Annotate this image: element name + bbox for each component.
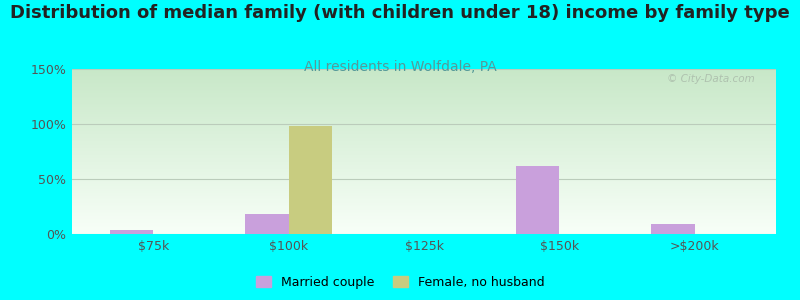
- Text: Distribution of median family (with children under 18) income by family type: Distribution of median family (with chil…: [10, 4, 790, 22]
- Bar: [246, 214, 289, 234]
- Bar: [651, 224, 694, 234]
- Text: All residents in Wolfdale, PA: All residents in Wolfdale, PA: [304, 60, 496, 74]
- Text: © City-Data.com: © City-Data.com: [667, 74, 755, 84]
- Bar: [516, 166, 559, 234]
- Legend: Married couple, Female, no husband: Married couple, Female, no husband: [250, 271, 550, 294]
- Bar: [289, 126, 332, 234]
- Bar: [110, 230, 154, 234]
